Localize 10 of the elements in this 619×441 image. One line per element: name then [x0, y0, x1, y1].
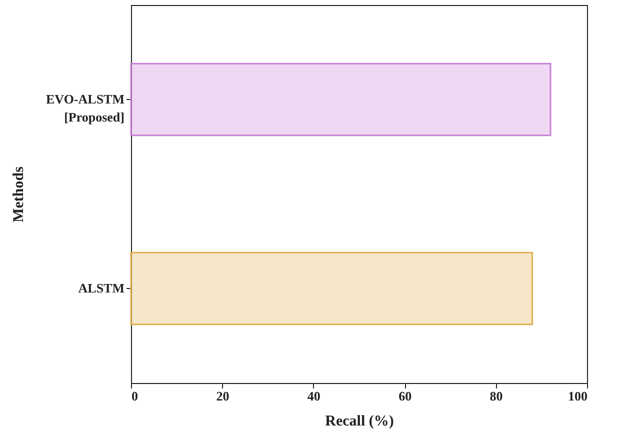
y-tick-label: ALSTM — [78, 280, 124, 296]
x-tick-label: 20 — [216, 388, 230, 404]
y-axis-title: Methods — [11, 166, 28, 222]
x-axis-title: Recall (%) — [325, 414, 394, 430]
x-tick-label: 40 — [307, 388, 320, 404]
y-tick-label: EVO-ALSTM [Proposed] — [46, 92, 124, 124]
x-tick-label: 0 — [132, 388, 138, 404]
x-tick-label: 60 — [398, 388, 412, 404]
x-tick-label: 100 — [568, 388, 588, 404]
x-tick-label: 80 — [490, 388, 503, 404]
